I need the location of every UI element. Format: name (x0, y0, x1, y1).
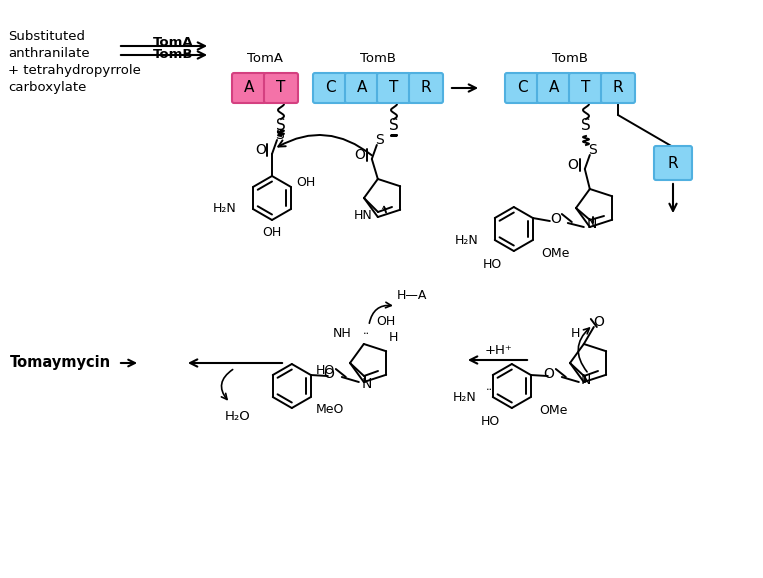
FancyBboxPatch shape (601, 73, 635, 103)
Text: O: O (543, 367, 554, 381)
FancyBboxPatch shape (569, 73, 603, 103)
Text: HO: HO (481, 414, 500, 428)
Text: R: R (420, 80, 431, 95)
Text: TomB: TomB (360, 52, 396, 65)
Text: OMe: OMe (539, 403, 567, 417)
Text: R: R (613, 80, 623, 95)
Text: S: S (389, 118, 399, 134)
Text: S: S (588, 143, 597, 157)
Text: S: S (375, 133, 385, 147)
Text: ⋅⋅: ⋅⋅ (381, 204, 388, 214)
Text: H: H (571, 328, 581, 340)
Text: OH: OH (262, 227, 282, 239)
Text: A: A (549, 80, 559, 95)
FancyBboxPatch shape (537, 73, 571, 103)
Text: HN: HN (354, 209, 373, 221)
FancyBboxPatch shape (264, 73, 298, 103)
FancyBboxPatch shape (505, 73, 539, 103)
Text: O: O (354, 148, 365, 162)
Text: R: R (668, 155, 678, 171)
FancyBboxPatch shape (313, 73, 347, 103)
Text: C: C (517, 80, 527, 95)
Text: NH: NH (333, 328, 352, 340)
Text: O: O (550, 212, 562, 226)
Text: S: S (276, 118, 286, 134)
FancyBboxPatch shape (345, 73, 379, 103)
Text: N: N (362, 377, 372, 391)
Text: ⋅⋅: ⋅⋅ (485, 385, 492, 395)
Text: H₂O: H₂O (225, 409, 251, 423)
Text: A: A (244, 80, 254, 95)
FancyBboxPatch shape (232, 73, 266, 103)
Text: T: T (276, 80, 285, 95)
Text: +H⁺: +H⁺ (485, 343, 512, 357)
Text: A: A (357, 80, 367, 95)
FancyBboxPatch shape (377, 73, 411, 103)
Text: Substituted
anthranilate
+ tetrahydropyrrole
carboxylate: Substituted anthranilate + tetrahydropyr… (8, 30, 141, 94)
Text: N: N (581, 373, 591, 387)
Text: TomA: TomA (153, 35, 193, 49)
Text: HO: HO (316, 364, 335, 376)
Text: H—A: H—A (397, 290, 427, 302)
Text: C: C (325, 80, 335, 95)
Text: Tomaymycin: Tomaymycin (10, 355, 111, 370)
Text: S: S (581, 118, 591, 134)
Text: HO: HO (482, 258, 502, 271)
Text: T: T (581, 80, 591, 95)
Text: S: S (275, 128, 285, 142)
Text: H₂N: H₂N (213, 202, 237, 216)
FancyBboxPatch shape (409, 73, 443, 103)
FancyBboxPatch shape (654, 146, 692, 180)
Text: H₂N: H₂N (455, 234, 478, 247)
Text: OH: OH (376, 316, 395, 328)
Text: O: O (256, 143, 266, 157)
Text: O: O (594, 315, 604, 329)
Text: H₂N: H₂N (453, 391, 477, 403)
Text: O: O (324, 367, 334, 381)
Text: H: H (389, 331, 398, 344)
Text: OH: OH (296, 176, 315, 190)
Text: T: T (389, 80, 399, 95)
Text: MeO: MeO (316, 402, 344, 416)
Text: N: N (587, 217, 597, 231)
Text: OMe: OMe (541, 247, 569, 260)
Text: TomA: TomA (247, 52, 283, 65)
Text: O: O (568, 158, 578, 172)
Text: TomB: TomB (552, 52, 588, 65)
Text: TomB: TomB (153, 47, 193, 61)
Text: ⋅⋅: ⋅⋅ (363, 329, 370, 339)
